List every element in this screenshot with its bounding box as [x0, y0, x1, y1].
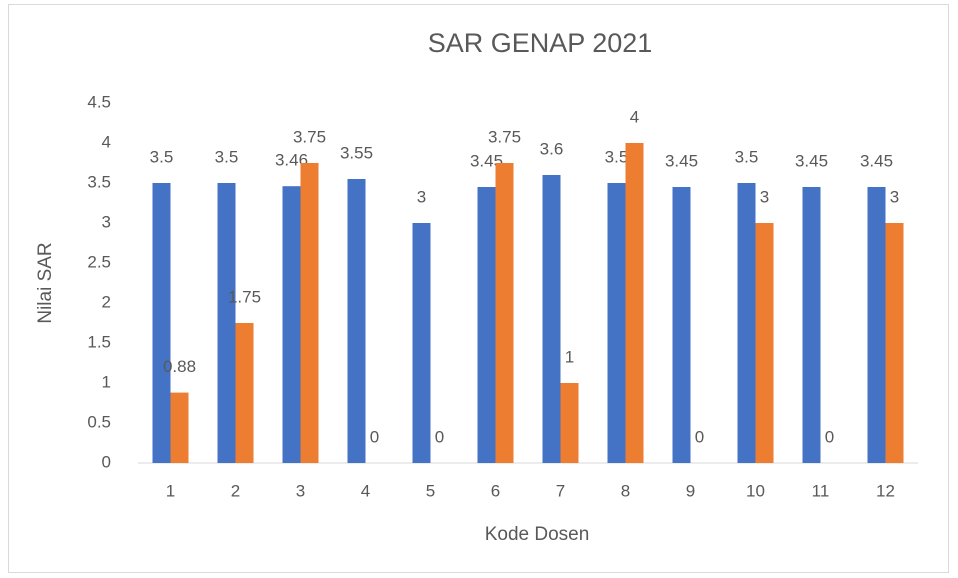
bar	[217, 183, 236, 463]
bar	[170, 392, 189, 463]
x-tick-label: 10	[746, 481, 765, 500]
bar	[347, 179, 366, 463]
data-label: 1	[565, 347, 574, 366]
bar	[282, 186, 301, 463]
x-axis-title: Kode Dosen	[485, 524, 590, 545]
bar	[235, 323, 254, 463]
data-label: 0.88	[163, 357, 196, 376]
data-label: 3.5	[150, 147, 174, 166]
data-label: 3.75	[488, 127, 521, 146]
y-tick-label: 2	[102, 292, 111, 311]
data-label: 0	[825, 427, 834, 446]
x-tick-label: 12	[876, 481, 895, 500]
data-label: 3.5	[605, 147, 629, 166]
bar	[802, 187, 821, 463]
x-tick-label: 2	[231, 481, 240, 500]
data-label: 3.5	[215, 147, 239, 166]
y-tick-label: 1.5	[87, 332, 111, 351]
bar	[300, 163, 319, 463]
data-label: 3.46	[275, 151, 308, 170]
x-tick-label: 5	[426, 481, 435, 500]
x-tick-label: 1	[166, 481, 175, 500]
data-label: 0	[695, 427, 704, 446]
bar	[625, 143, 644, 463]
y-tick-label: 3	[102, 212, 111, 231]
data-label: 4	[630, 107, 639, 126]
x-tick-label: 7	[556, 481, 565, 500]
y-axis-title: Nilai SAR	[35, 242, 56, 323]
data-label: 3.45	[860, 151, 893, 170]
data-label: 3.45	[795, 151, 828, 170]
bar	[737, 183, 756, 463]
bar	[672, 187, 691, 463]
y-tick-label: 3.5	[87, 172, 111, 191]
bar	[542, 175, 561, 463]
data-label: 3	[760, 187, 769, 206]
data-label: 3.5	[735, 147, 759, 166]
data-label: 0	[370, 427, 379, 446]
y-tick-label: 2.5	[87, 252, 111, 271]
data-label: 3.75	[293, 127, 326, 146]
chart-title: SAR GENAP 2021	[428, 28, 653, 58]
data-label: 1.75	[228, 287, 261, 306]
y-tick-label: 0.5	[87, 412, 111, 431]
bar	[560, 383, 579, 463]
x-tick-label: 3	[296, 481, 305, 500]
y-tick-label: 1	[102, 372, 111, 391]
y-tick-label: 0	[102, 452, 111, 471]
x-tick-label: 11	[812, 481, 830, 500]
data-label: 0	[435, 427, 444, 446]
y-tick-label: 4.5	[87, 92, 111, 111]
bar	[412, 223, 431, 463]
x-tick-label: 4	[361, 481, 370, 500]
bar	[495, 163, 514, 463]
bar	[152, 183, 171, 463]
bar	[607, 183, 626, 463]
y-tick-label: 4	[102, 132, 111, 151]
data-label: 3	[417, 187, 426, 206]
data-label: 3.45	[470, 151, 503, 170]
bar	[477, 187, 496, 463]
data-label: 3	[890, 187, 899, 206]
bar	[755, 223, 774, 463]
data-label: 3.45	[665, 151, 698, 170]
bar	[885, 223, 904, 463]
x-tick-label: 8	[621, 481, 630, 500]
data-label: 3.55	[340, 143, 373, 162]
data-label: 3.6	[540, 139, 564, 158]
bar	[867, 187, 886, 463]
x-tick-label: 6	[491, 481, 500, 500]
x-tick-label: 9	[686, 481, 695, 500]
